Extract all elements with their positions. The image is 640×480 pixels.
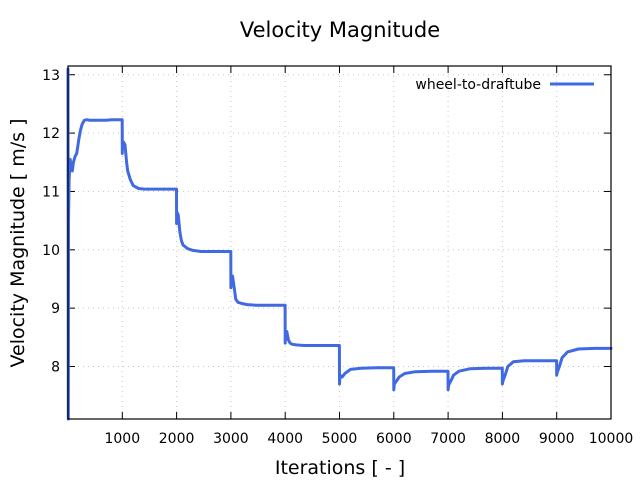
series-line-wheel-to-draftube bbox=[66, 67, 613, 421]
x-tick-label: 4000 bbox=[267, 431, 303, 447]
x-tick-label: 1000 bbox=[104, 431, 140, 447]
legend-label: wheel-to-draftube bbox=[415, 77, 541, 93]
x-tick-label: 3000 bbox=[213, 431, 249, 447]
x-tick-label: 6000 bbox=[376, 431, 412, 447]
y-axis-label: Velocity Magnitude [ m/s ] bbox=[7, 119, 29, 368]
y-tick-label: 10 bbox=[42, 243, 60, 259]
x-tick-label: 10000 bbox=[589, 431, 634, 447]
x-tick-label: 8000 bbox=[485, 431, 521, 447]
x-axis-label: Iterations [ - ] bbox=[275, 457, 405, 479]
grid bbox=[68, 66, 611, 419]
y-tick-label: 12 bbox=[42, 126, 60, 142]
plot-frame bbox=[67, 65, 612, 420]
y-tick-label: 13 bbox=[42, 68, 60, 84]
y-tick-label: 9 bbox=[51, 301, 60, 317]
x-tick-label: 9000 bbox=[539, 431, 575, 447]
x-tick-label: 7000 bbox=[430, 431, 466, 447]
y-axis: 8 9 10 11 12 13 bbox=[42, 68, 611, 375]
x-tick-label: 5000 bbox=[322, 431, 358, 447]
chart-title: Velocity Magnitude bbox=[240, 18, 440, 42]
x-tick-label: 2000 bbox=[159, 431, 195, 447]
y-tick-label: 11 bbox=[42, 184, 60, 200]
x-axis: 1000 2000 3000 4000 5000 6000 7000 8000 9000 1000… bbox=[104, 66, 633, 447]
y-tick-label: 8 bbox=[51, 359, 60, 375]
legend: wheel-to-draftube bbox=[415, 77, 594, 93]
series-layer bbox=[66, 67, 613, 421]
